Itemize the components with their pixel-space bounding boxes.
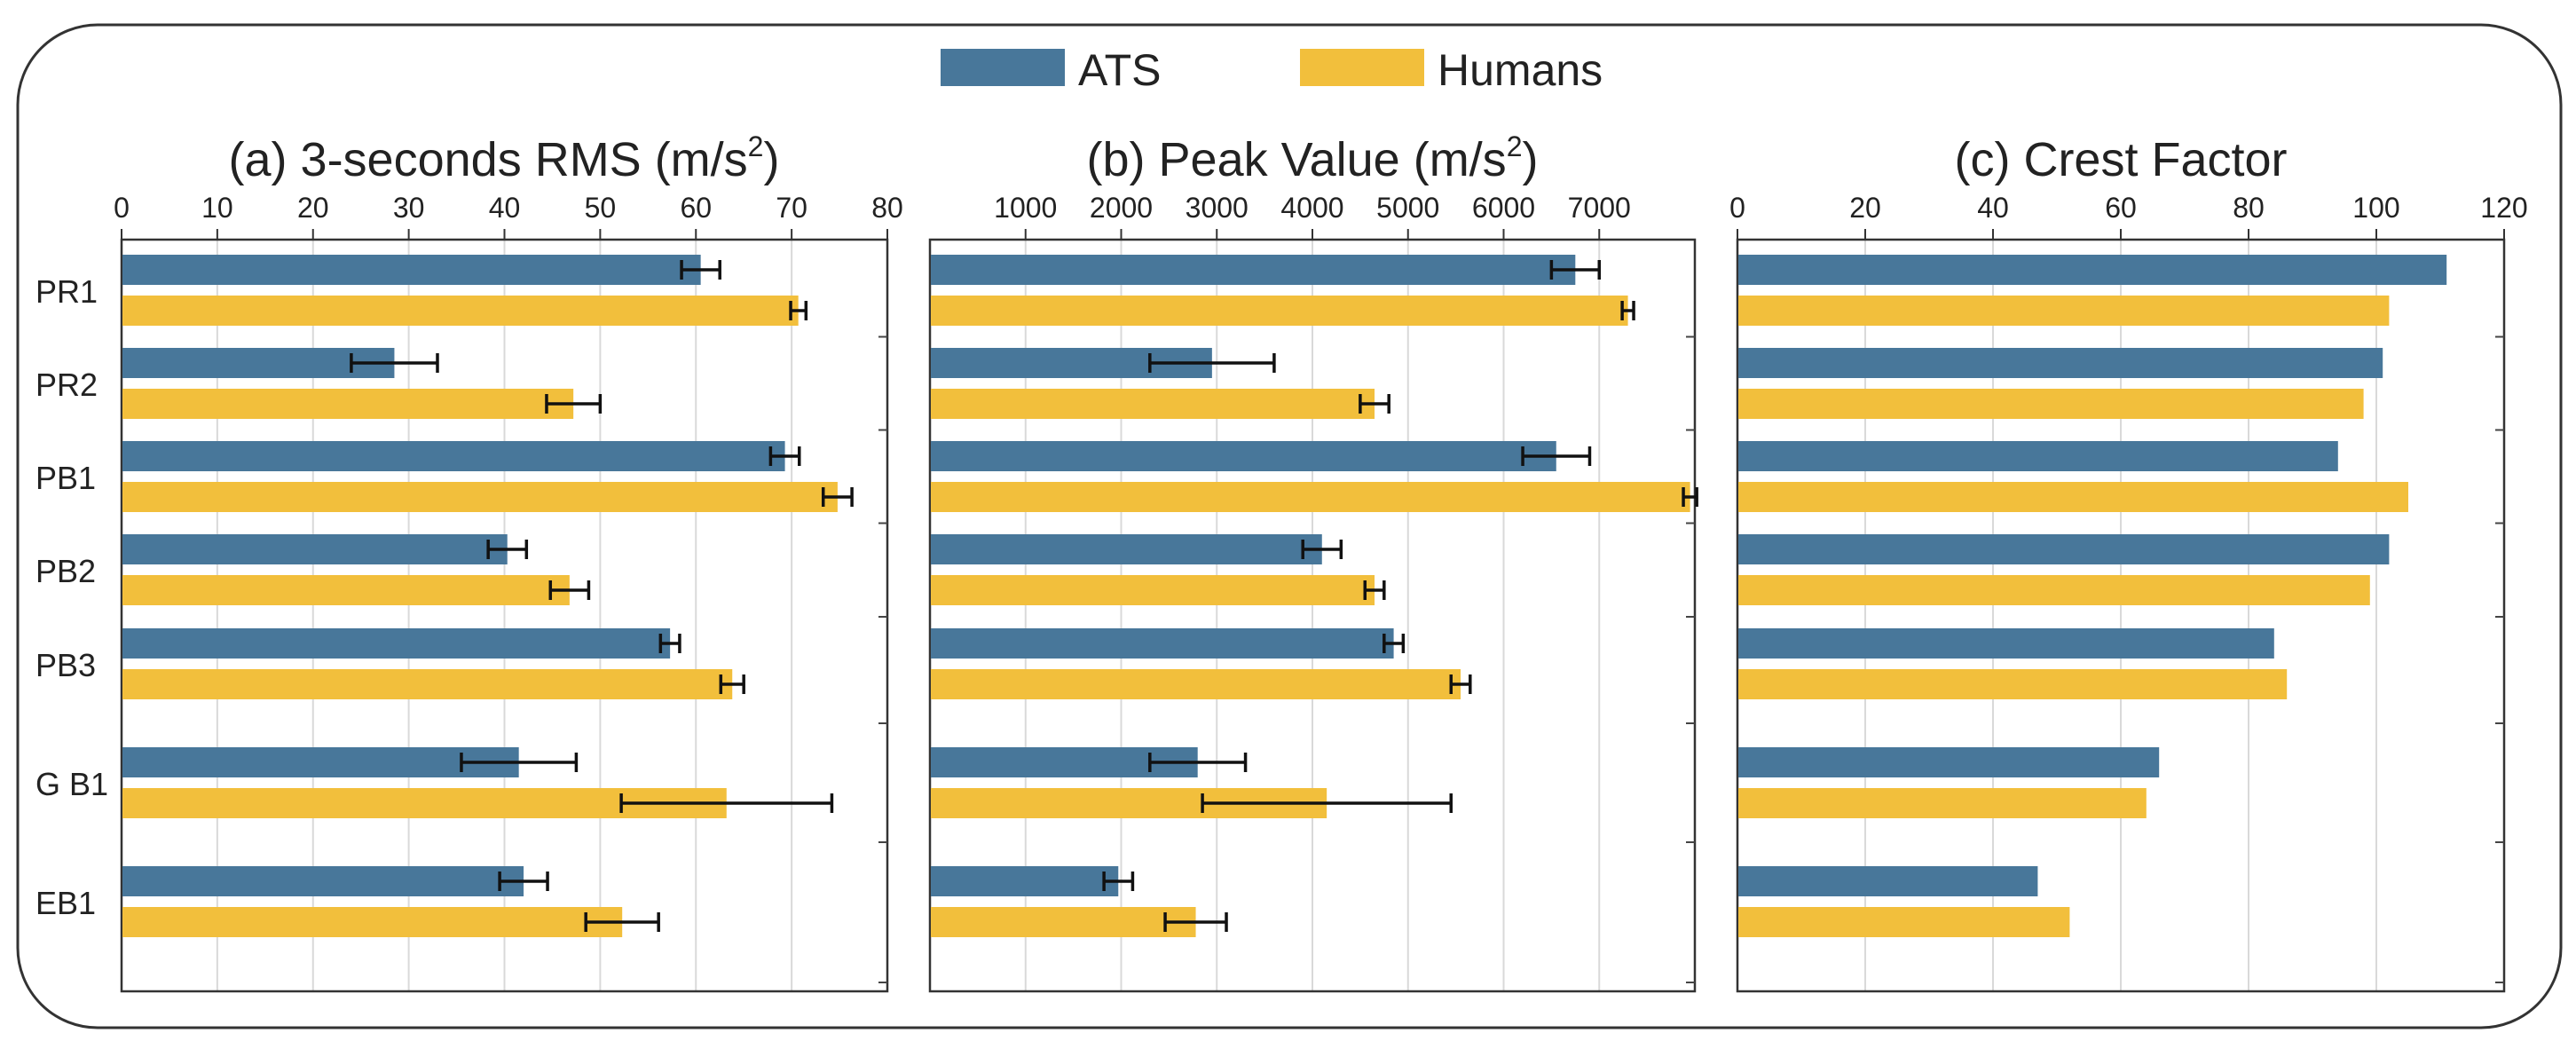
bar-ats-pr2 [1738, 348, 2383, 378]
bar-humans-pr1 [931, 296, 1628, 326]
title-close: ) [1522, 133, 1538, 186]
bar-humans-pb3 [1738, 669, 2288, 699]
bar-humans-pr2 [122, 389, 574, 419]
x-tick-label: 120 [2480, 192, 2527, 224]
bar-ats-gb1 [1738, 747, 2160, 777]
plot-frame [1736, 238, 2506, 993]
x-tick-label: 0 [1729, 192, 1745, 224]
bar-ats-pb1 [931, 441, 1556, 471]
bar-humans-pb2 [931, 575, 1375, 605]
x-tick-label: 100 [2352, 192, 2399, 224]
x-tick-label: 40 [1977, 192, 2009, 224]
bar-humans-pr2 [931, 389, 1375, 419]
x-tick-label: 10 [201, 192, 233, 224]
bar-ats-pb1 [1738, 441, 2338, 471]
legend-swatch-humans [1300, 49, 1424, 86]
panel-title: (b) Peak Value (m/s2) [1087, 130, 1539, 186]
bar-humans-eb1 [122, 907, 623, 937]
bar-ats-gb1 [122, 747, 519, 777]
category-label: PR1 [35, 273, 98, 310]
category-label: PB1 [35, 460, 96, 496]
panel-title: (c) Crest Factor [1954, 133, 2287, 186]
x-tick-label: 20 [1849, 192, 1881, 224]
bar-ats-pb2 [931, 534, 1322, 564]
panel-3: (c) Crest Factor 0 20 40 60 80 100 120 [1729, 133, 2528, 993]
x-tick-label: 3000 [1186, 192, 1249, 224]
bar-humans-pb3 [931, 669, 1461, 699]
title-close: ) [763, 133, 779, 186]
panel-2: (b) Peak Value (m/s2) 1000 2000 3000 4000 500… [928, 130, 1698, 993]
bar-humans-pb2 [122, 575, 570, 605]
panel-title: (a) 3-seconds RMS (m/s2) [229, 130, 780, 186]
legend-label-ats: ATS [1078, 45, 1162, 95]
x-tick-label: 2000 [1090, 192, 1153, 224]
x-tick-label: 80 [2233, 192, 2265, 224]
bar-humans-pr1 [122, 296, 799, 326]
x-tick-label: 40 [489, 192, 521, 224]
category-label: PB3 [35, 647, 96, 683]
title-superscript: 2 [748, 130, 764, 162]
x-tick-label: 0 [114, 192, 130, 224]
plot-frame [928, 238, 1697, 993]
x-tick-label: 5000 [1376, 192, 1439, 224]
legend-swatch-ats [941, 49, 1065, 86]
bar-humans-eb1 [1738, 907, 2070, 937]
bar-humans-pr1 [1738, 296, 2390, 326]
plot-frame [120, 238, 889, 993]
bar-humans-pb2 [1738, 575, 2370, 605]
bar-humans-eb1 [931, 907, 1196, 937]
bar-ats-eb1 [122, 866, 524, 896]
bar-ats-eb1 [931, 866, 1119, 896]
bar-ats-pr1 [122, 255, 701, 285]
bar-ats-pb2 [122, 534, 508, 564]
x-tick-label: 70 [776, 192, 807, 224]
x-tick-label: 1000 [994, 192, 1057, 224]
title-main: (a) 3-seconds RMS (m/s [229, 133, 748, 186]
bar-ats-pb2 [1738, 534, 2390, 564]
legend-label-humans: Humans [1438, 45, 1603, 95]
x-tick-label: 60 [680, 192, 712, 224]
category-label: EB1 [35, 885, 96, 921]
bar-humans-pb1 [931, 482, 1690, 512]
x-tick-label: 4000 [1280, 192, 1343, 224]
category-label: PR2 [35, 367, 98, 403]
panel-1: (a) 3-seconds RMS (m/s2) 0 10 20 30 40 50 60 70 8… [35, 130, 903, 993]
bar-ats-pb3 [931, 628, 1394, 659]
title-main: (b) Peak Value (m/s [1087, 133, 1507, 186]
bar-humans-pb1 [1738, 482, 2408, 512]
chart-panels: (a) 3-seconds RMS (m/s2)0 10 20 30 40 50 60 70 8… [35, 130, 2528, 993]
bar-ats-pb3 [122, 628, 671, 659]
bar-ats-eb1 [1738, 866, 2038, 896]
x-tick-label: 60 [2105, 192, 2137, 224]
x-tick-label: 7000 [1568, 192, 1631, 224]
bar-humans-pb3 [122, 669, 733, 699]
bar-humans-pr2 [1738, 389, 2364, 419]
bar-ats-pr1 [931, 255, 1576, 285]
bar-humans-pb1 [122, 482, 838, 512]
bar-humans-gb1 [1738, 788, 2147, 818]
legend: ATS Humans [941, 45, 1603, 95]
bar-ats-pr2 [122, 348, 395, 378]
bar-ats-pb1 [122, 441, 785, 471]
bar-ats-pr1 [1738, 255, 2447, 285]
x-tick-label: 30 [393, 192, 425, 224]
title-superscript: 2 [1507, 130, 1523, 162]
x-tick-label: 20 [297, 192, 329, 224]
bar-ats-pb3 [1738, 628, 2274, 659]
x-tick-label: 50 [585, 192, 617, 224]
category-label: G B1 [35, 766, 108, 802]
category-label: PB2 [35, 553, 96, 589]
x-tick-label: 6000 [1472, 192, 1535, 224]
x-tick-label: 80 [871, 192, 903, 224]
